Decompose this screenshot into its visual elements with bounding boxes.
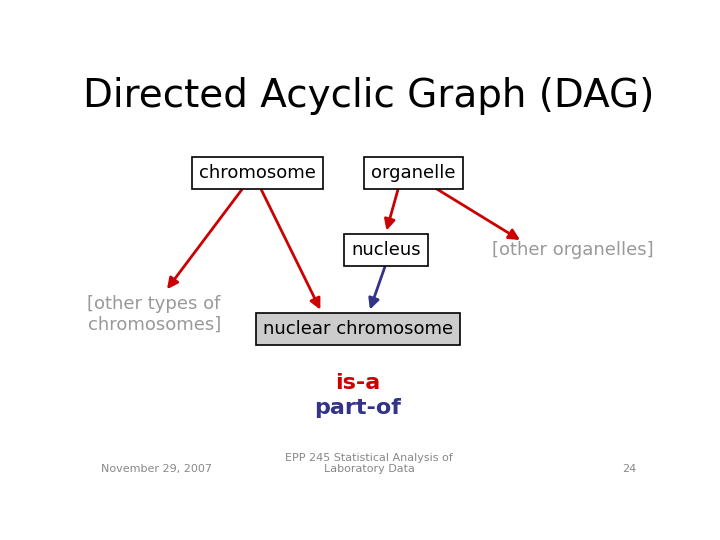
Text: EPP 245 Statistical Analysis of
Laboratory Data: EPP 245 Statistical Analysis of Laborato… xyxy=(285,453,453,474)
Text: Directed Acyclic Graph (DAG): Directed Acyclic Graph (DAG) xyxy=(84,77,654,115)
Text: organelle: organelle xyxy=(372,164,456,182)
Text: November 29, 2007: November 29, 2007 xyxy=(101,464,212,474)
Text: part-of: part-of xyxy=(315,398,401,418)
Text: is-a: is-a xyxy=(336,373,380,393)
Text: nucleus: nucleus xyxy=(351,241,420,259)
Text: 24: 24 xyxy=(623,464,637,474)
Text: chromosome: chromosome xyxy=(199,164,316,182)
Text: [other types of
chromosomes]: [other types of chromosomes] xyxy=(88,295,221,334)
Text: [other organelles]: [other organelles] xyxy=(492,241,654,259)
Text: nuclear chromosome: nuclear chromosome xyxy=(263,320,453,338)
